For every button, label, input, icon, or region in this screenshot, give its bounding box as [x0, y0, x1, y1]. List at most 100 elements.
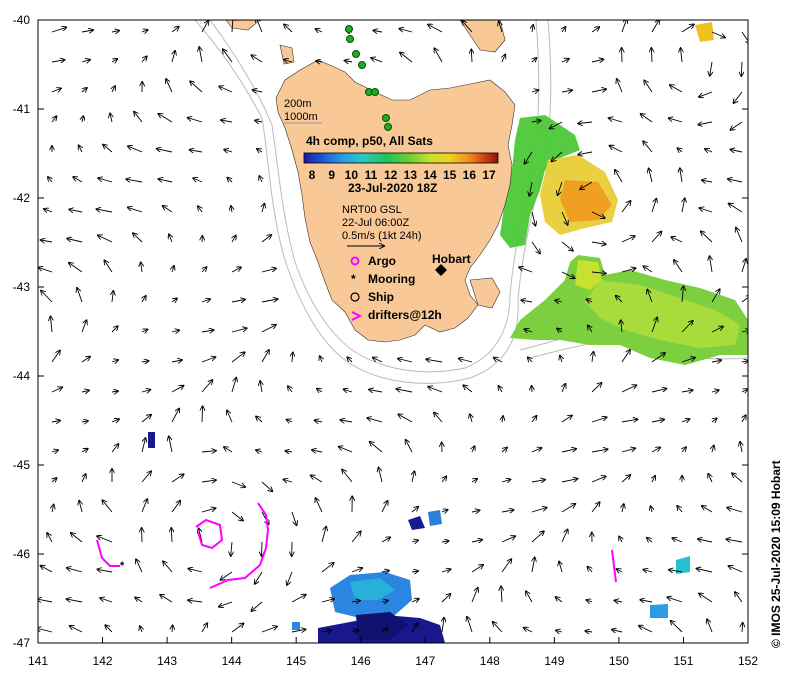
- legend-argo: Argo: [368, 254, 396, 268]
- current-vector: [621, 20, 627, 33]
- current-vector: [501, 510, 514, 512]
- current-vector: [562, 384, 565, 393]
- land: [225, 20, 516, 343]
- current-vector: [201, 508, 216, 513]
- current-vector: [81, 88, 87, 92]
- current-vector: [710, 61, 712, 76]
- current-vector: [291, 511, 297, 525]
- current-vector: [224, 150, 233, 152]
- current-vector: [411, 540, 418, 542]
- current-vector: [231, 378, 236, 393]
- current-vector: [651, 48, 652, 63]
- current-vector: [171, 360, 182, 362]
- current-vector: [257, 149, 263, 152]
- current-vector: [128, 146, 143, 153]
- current-vector: [531, 211, 535, 226]
- current-vector: [158, 179, 173, 182]
- current-vector: [73, 177, 83, 183]
- current-vector: [698, 122, 713, 125]
- current-vector: [70, 626, 83, 633]
- current-vector: [441, 594, 451, 603]
- current-vector: [651, 232, 661, 243]
- current-vector: [221, 571, 233, 580]
- current-vector: [81, 60, 90, 62]
- current-vector: [406, 440, 413, 453]
- current-vector: [316, 29, 323, 32]
- x-tick-label: 152: [738, 654, 758, 668]
- current-vector: [193, 178, 203, 183]
- currents-time: 22-Jul 06:00Z: [342, 217, 410, 229]
- current-vector: [680, 168, 682, 183]
- ship-position: [382, 114, 390, 122]
- current-vector: [524, 329, 533, 332]
- current-vector: [532, 58, 536, 62]
- current-vector: [591, 242, 606, 244]
- current-vector: [672, 538, 683, 543]
- y-tick-label: -44: [13, 369, 31, 383]
- current-vector: [470, 414, 472, 423]
- current-vector: [134, 112, 143, 123]
- current-vector: [251, 55, 263, 63]
- current-vector: [674, 260, 683, 273]
- current-vector: [712, 418, 717, 422]
- current-vector: [710, 256, 713, 273]
- current-vector: [201, 380, 212, 393]
- current-vector: [698, 539, 713, 542]
- current-vector: [347, 357, 352, 362]
- current-vector: [291, 629, 306, 632]
- current-vector: [231, 352, 245, 363]
- current-vector: [288, 386, 292, 393]
- x-tick-label: 145: [286, 654, 306, 668]
- current-vector: [591, 383, 602, 393]
- current-vector: [140, 626, 142, 633]
- current-vector: [578, 152, 593, 155]
- depth-label-200m: 200m: [284, 98, 312, 110]
- current-vector: [651, 420, 664, 423]
- current-vector: [591, 27, 599, 33]
- current-vector: [141, 329, 147, 332]
- current-vector: [671, 621, 683, 633]
- current-vector: [199, 47, 202, 63]
- current-vector: [199, 528, 203, 543]
- current-vector: [736, 228, 743, 243]
- current-vector: [643, 266, 653, 273]
- current-vector: [96, 209, 113, 212]
- current-vector: [441, 510, 448, 512]
- current-vector: [561, 59, 569, 62]
- current-vector: [141, 361, 149, 362]
- current-vector: [428, 25, 443, 33]
- current-vector: [428, 387, 443, 393]
- current-vector: [100, 598, 113, 603]
- x-tick-label: 147: [415, 654, 435, 668]
- current-vector: [128, 207, 143, 213]
- current-vector: [499, 22, 502, 33]
- current-vector: [501, 448, 507, 453]
- current-vector: [142, 296, 146, 303]
- current-vector: [52, 505, 54, 513]
- colorbar-date: 23-Jul-2020 18Z: [348, 181, 437, 195]
- current-vector: [227, 178, 232, 182]
- current-vector: [316, 61, 323, 62]
- y-tick-label: -47: [13, 636, 31, 650]
- current-vector: [81, 30, 93, 32]
- current-vector: [351, 568, 362, 573]
- current-vector: [51, 351, 60, 363]
- current-vector: [38, 628, 53, 633]
- current-vector: [471, 588, 478, 603]
- current-vector: [557, 329, 562, 333]
- current-vector: [379, 468, 383, 483]
- current-vector: [202, 406, 203, 423]
- current-vector: [126, 179, 143, 182]
- current-vector: [48, 177, 52, 183]
- current-vector: [141, 499, 147, 513]
- current-vector: [501, 586, 502, 603]
- current-vector: [82, 474, 86, 483]
- current-vector: [531, 121, 541, 123]
- current-vector: [411, 623, 418, 633]
- current-vector: [640, 600, 653, 602]
- current-vector: [231, 541, 232, 556]
- current-vector: [560, 356, 562, 363]
- current-vector: [344, 389, 353, 392]
- current-vector: [558, 181, 563, 195]
- ship-position: [371, 88, 379, 96]
